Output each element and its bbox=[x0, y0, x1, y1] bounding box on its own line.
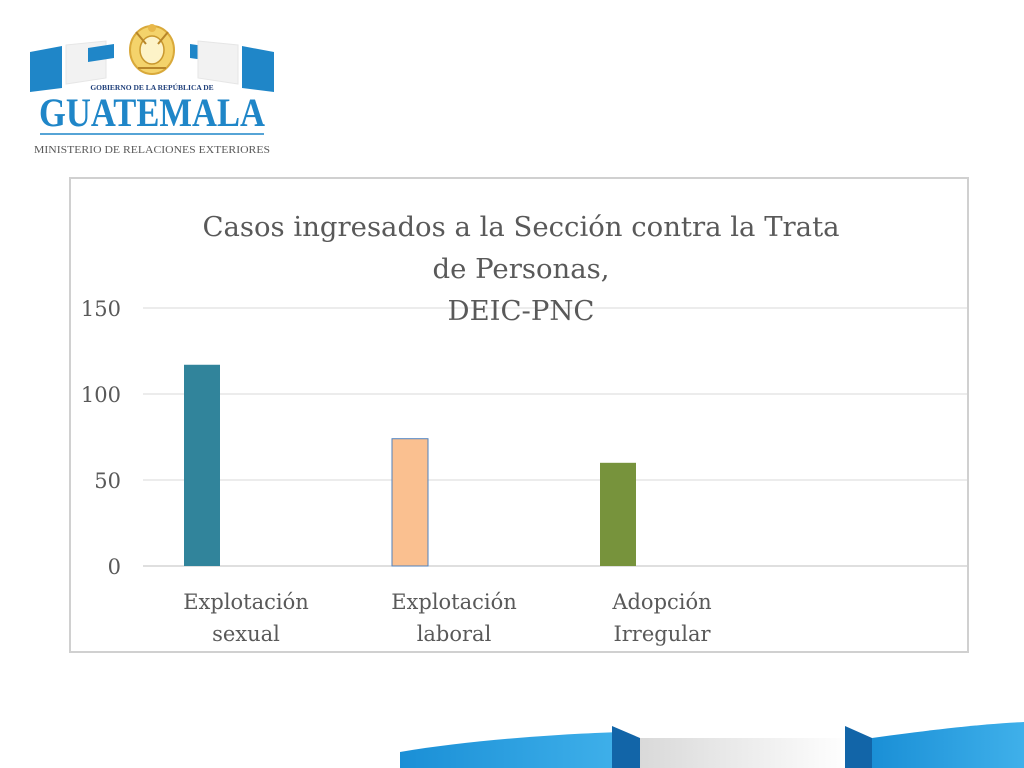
flag-right-white bbox=[197, 40, 239, 85]
y-tick-label: 50 bbox=[94, 469, 121, 493]
bar-1 bbox=[391, 438, 429, 567]
flag-left-stripe bbox=[30, 46, 62, 92]
footer-ribbon-white bbox=[640, 738, 850, 768]
x-tick-label: Irregular bbox=[613, 622, 711, 646]
logo-country: GUATEMALA bbox=[39, 90, 265, 135]
bar-0 bbox=[184, 364, 220, 566]
flag-right-stripe bbox=[242, 46, 274, 92]
x-tick-label: Explotación bbox=[391, 590, 517, 614]
y-tick-label: 100 bbox=[81, 383, 121, 407]
logo-top-text: GOBIERNO DE LA REPÚBLICA DE bbox=[90, 82, 213, 92]
x-tick-label: Adopción bbox=[611, 590, 711, 614]
chart-title-line: de Personas, bbox=[433, 253, 610, 285]
footer-ribbon-right bbox=[872, 722, 1024, 768]
bar-chart: 0 50 100 150 Explotación sexual Explotación lab… bbox=[81, 211, 967, 646]
chart-title-line: DEIC-PNC bbox=[448, 295, 595, 327]
flag-left-blue bbox=[88, 44, 114, 62]
coat-of-arms-icon bbox=[129, 24, 175, 75]
chart-container: 0 50 100 150 Explotación sexual Explotación lab… bbox=[69, 177, 969, 653]
footer-ribbon-fold-left bbox=[612, 726, 640, 768]
ministry-logo: GOBIERNO DE LA REPÚBLICA DE GUATEMALA MI… bbox=[30, 24, 274, 156]
y-tick-label: 150 bbox=[81, 297, 121, 321]
footer-ribbon-left bbox=[400, 732, 620, 768]
x-tick-label: Explotación bbox=[183, 590, 309, 614]
chart-title-line: Casos ingresados a la Sección contra la … bbox=[202, 211, 839, 243]
logo-ministry: MINISTERIO DE RELACIONES EXTERIORES bbox=[34, 145, 270, 156]
x-tick-label: laboral bbox=[417, 622, 492, 646]
x-tick-label: sexual bbox=[212, 622, 280, 646]
footer-ribbon-fold-right bbox=[845, 726, 872, 768]
footer-ribbon bbox=[400, 722, 1024, 768]
bar-2 bbox=[600, 462, 636, 566]
y-tick-label: 0 bbox=[108, 555, 121, 579]
